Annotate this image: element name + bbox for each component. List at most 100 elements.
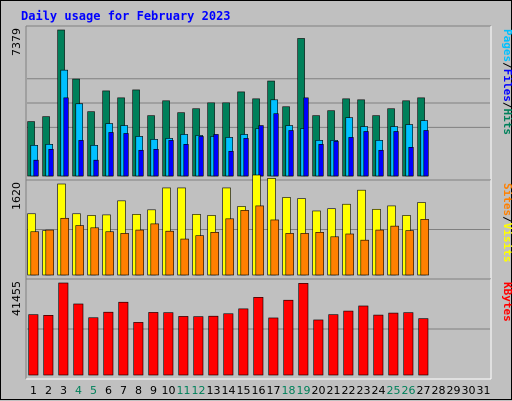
x-tick-day-31: 31 bbox=[477, 384, 491, 397]
bar-kbytes-day-7 bbox=[118, 301, 129, 376]
x-tick-day-15: 15 bbox=[237, 384, 251, 397]
bar-kbytes-day-13 bbox=[208, 315, 219, 376]
legend-hits_files_pages: Pages/Files/Hits bbox=[501, 29, 512, 135]
bar-pages-day-16 bbox=[258, 125, 264, 177]
x-tick-day-9: 9 bbox=[150, 384, 157, 397]
bar-kbytes-day-16 bbox=[253, 297, 264, 376]
bar-pages-day-23 bbox=[363, 131, 369, 177]
x-tick-day-4: 4 bbox=[75, 384, 82, 397]
chart-title: Daily usage for February 2023 bbox=[21, 9, 231, 23]
x-tick-day-10: 10 bbox=[162, 384, 176, 397]
bar-pages-day-26 bbox=[408, 147, 414, 177]
bar-kbytes-day-12 bbox=[193, 316, 204, 376]
bar-kbytes-day-6 bbox=[103, 311, 114, 376]
bar-sites-day-12 bbox=[195, 235, 204, 276]
bar-pages-day-8 bbox=[138, 149, 144, 177]
bar-pages-day-4 bbox=[78, 140, 84, 177]
x-tick-day-11: 11 bbox=[177, 384, 191, 397]
bar-pages-day-14 bbox=[228, 150, 234, 177]
legend-entry-visits_sites-1: / bbox=[501, 216, 512, 223]
bar-sites-day-6 bbox=[105, 231, 114, 276]
x-tick-day-7: 7 bbox=[120, 384, 127, 397]
x-tick-day-13: 13 bbox=[207, 384, 221, 397]
bar-sites-day-8 bbox=[135, 229, 144, 276]
bar-kbytes-day-8 bbox=[133, 322, 144, 376]
x-tick-day-8: 8 bbox=[135, 384, 142, 397]
x-tick-day-22: 22 bbox=[342, 384, 356, 397]
bar-kbytes-day-11 bbox=[178, 316, 189, 376]
legend-entry-kbytes-0: KBytes bbox=[501, 282, 512, 322]
x-tick-day-6: 6 bbox=[105, 384, 112, 397]
bar-sites-day-4 bbox=[75, 225, 84, 276]
bar-sites-day-25 bbox=[390, 225, 399, 276]
bar-pages-day-9 bbox=[153, 148, 159, 177]
x-tick-day-12: 12 bbox=[192, 384, 206, 397]
x-tick-day-30: 30 bbox=[462, 384, 476, 397]
bar-sites-day-26 bbox=[405, 230, 414, 276]
bar-kbytes-day-10 bbox=[163, 312, 174, 376]
x-tick-day-14: 14 bbox=[222, 384, 236, 397]
bar-kbytes-day-23 bbox=[358, 305, 369, 376]
bar-pages-day-2 bbox=[48, 148, 54, 177]
bar-sites-day-3 bbox=[60, 217, 69, 276]
bar-pages-day-1 bbox=[33, 159, 39, 177]
ymax-label-kbytes: 41455 bbox=[10, 281, 23, 316]
bar-sites-day-14 bbox=[225, 218, 234, 276]
x-tick-day-2: 2 bbox=[45, 384, 52, 397]
bar-sites-day-27 bbox=[420, 219, 429, 276]
ymax-label-visits_sites: 1620 bbox=[10, 182, 23, 210]
bar-sites-day-16 bbox=[255, 205, 264, 276]
x-tick-day-19: 19 bbox=[297, 384, 311, 397]
bar-sites-day-13 bbox=[210, 232, 219, 276]
bar-kbytes-day-25 bbox=[388, 312, 399, 376]
bar-sites-day-7 bbox=[120, 233, 129, 276]
bar-pages-day-5 bbox=[93, 159, 99, 177]
bar-sites-day-19 bbox=[300, 233, 309, 276]
bar-sites-day-21 bbox=[330, 236, 339, 276]
bar-sites-day-17 bbox=[270, 219, 279, 276]
legend-entry-hits_files_pages-4: Hits bbox=[501, 109, 512, 136]
bar-pages-day-25 bbox=[393, 131, 399, 177]
x-tick-day-1: 1 bbox=[30, 384, 37, 397]
bar-pages-day-19 bbox=[303, 97, 309, 177]
panel-kbytes: 41455 KBytes bbox=[10, 278, 512, 380]
bar-pages-day-7 bbox=[123, 133, 129, 177]
x-tick-day-27: 27 bbox=[417, 384, 431, 397]
x-tick-day-5: 5 bbox=[90, 384, 97, 397]
bar-pages-day-11 bbox=[183, 144, 189, 177]
bar-sites-day-2 bbox=[45, 229, 54, 276]
bar-kbytes-day-24 bbox=[373, 314, 384, 376]
x-tick-day-21: 21 bbox=[327, 384, 341, 397]
legend-entry-hits_files_pages-1: / bbox=[501, 62, 512, 69]
legend-entry-visits_sites-0: Sites bbox=[501, 183, 512, 216]
bar-pages-day-12 bbox=[198, 136, 204, 177]
bar-kbytes-day-5 bbox=[88, 317, 99, 376]
bar-pages-day-13 bbox=[213, 134, 219, 177]
bar-sites-day-10 bbox=[165, 230, 174, 276]
bar-sites-day-20 bbox=[315, 232, 324, 276]
bar-pages-day-21 bbox=[333, 141, 339, 177]
legend-entry-hits_files_pages-2: Files bbox=[501, 69, 512, 102]
bar-pages-day-15 bbox=[243, 138, 249, 177]
bar-pages-day-10 bbox=[168, 140, 174, 177]
x-tick-day-28: 28 bbox=[432, 384, 446, 397]
bar-kbytes-day-18 bbox=[283, 299, 294, 376]
bar-pages-day-6 bbox=[108, 132, 114, 177]
chart-panels: 7379Pages/Files/Hits1620Sites/Visits4145… bbox=[10, 25, 512, 380]
bar-pages-day-20 bbox=[318, 144, 324, 177]
x-tick-day-16: 16 bbox=[252, 384, 266, 397]
bar-kbytes-day-15 bbox=[238, 308, 249, 376]
bar-pages-day-18 bbox=[288, 130, 294, 177]
x-tick-day-25: 25 bbox=[387, 384, 401, 397]
bar-kbytes-day-1 bbox=[28, 314, 39, 376]
legend-kbytes: KBytes bbox=[501, 282, 512, 322]
bar-kbytes-day-4 bbox=[73, 303, 84, 376]
x-axis-day-labels: 1 2 3 4 5 6 7 8 9 10 11 12 13 14 15 16 17 18 19 20 21 22 23 24 2… bbox=[30, 384, 491, 397]
x-tick-day-26: 26 bbox=[402, 384, 416, 397]
bar-pages-day-22 bbox=[348, 137, 354, 177]
bar-kbytes-day-17 bbox=[268, 317, 279, 376]
bar-pages-day-3 bbox=[63, 97, 69, 177]
